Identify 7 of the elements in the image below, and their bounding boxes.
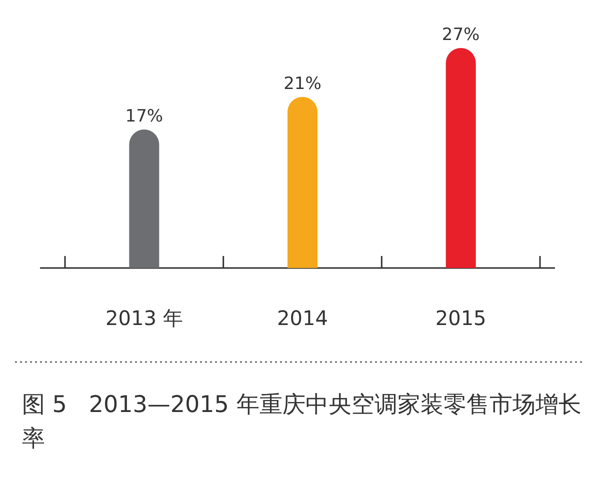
x-tick-label: 2015 [435,306,486,330]
x-tick-label: 2014 [277,306,328,330]
data-label: 27% [442,25,480,45]
data-label: 21% [284,74,322,94]
text: 图 5 2013—2015 年重庆中央空调家装零售市场增长率 [22,391,582,454]
data-label: 17% [125,106,164,126]
x-tick-label: 2013 年 [106,306,183,330]
